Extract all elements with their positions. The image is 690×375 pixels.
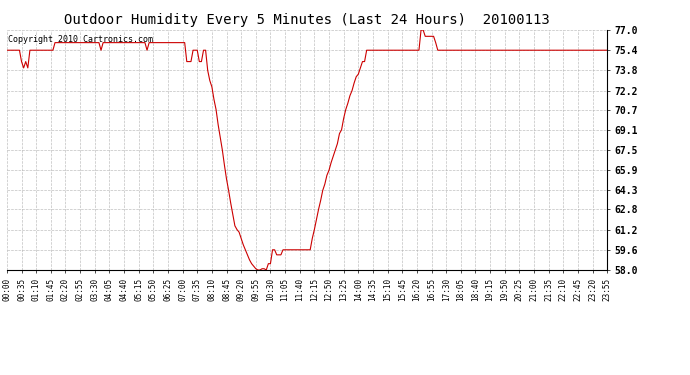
Text: Copyright 2010 Cartronics.com: Copyright 2010 Cartronics.com — [8, 35, 153, 44]
Title: Outdoor Humidity Every 5 Minutes (Last 24 Hours)  20100113: Outdoor Humidity Every 5 Minutes (Last 2… — [64, 13, 550, 27]
